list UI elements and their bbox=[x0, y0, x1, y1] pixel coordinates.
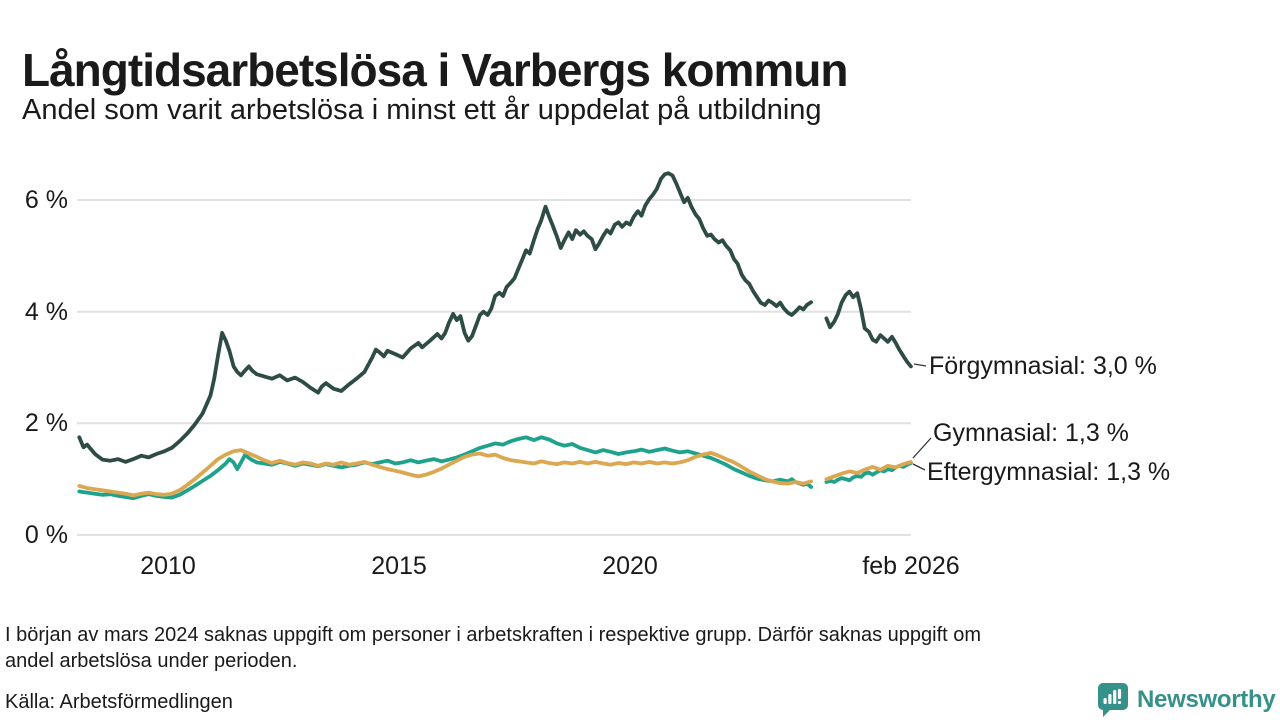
x-axis-tick-2020: 2020 bbox=[602, 552, 658, 580]
label-connector bbox=[912, 437, 932, 459]
footnote-line-2: andel arbetslösa under perioden. bbox=[5, 650, 298, 672]
x-axis-tick-2010: 2010 bbox=[140, 552, 196, 580]
series-line-0 bbox=[824, 289, 913, 369]
y-axis-tick-0: 0 % bbox=[24, 521, 68, 549]
series-line-2 bbox=[824, 459, 913, 482]
series-line-2 bbox=[77, 448, 813, 498]
x-axis-tick-2015: 2015 bbox=[371, 552, 427, 580]
y-axis-tick-6: 6 % bbox=[24, 186, 68, 214]
series-end-label-eftergymnasial: Eftergymnasial: 1,3 % bbox=[927, 458, 1171, 486]
series-end-label-forgymnasial: Förgymnasial: 3,0 % bbox=[929, 352, 1157, 380]
x-axis-tick-feb-2026: feb 2026 bbox=[862, 552, 960, 580]
label-connector bbox=[913, 363, 927, 367]
series-line-1 bbox=[824, 461, 913, 484]
newsworthy-logo: Newsworthy bbox=[1097, 682, 1276, 718]
footnote-line-1: I början av mars 2024 saknas uppgift om … bbox=[5, 624, 982, 646]
source-text: Källa: Arbetsförmedlingen bbox=[5, 691, 233, 713]
chart-title: Långtidsarbetslösa i Varbergs kommun bbox=[22, 43, 848, 96]
y-axis-tick-4: 4 % bbox=[24, 298, 68, 326]
chart-footnote: I början av mars 2024 saknas uppgift om … bbox=[5, 622, 1250, 674]
chart-subtitle: Andel som varit arbetslösa i minst ett å… bbox=[22, 94, 822, 126]
series-line-1 bbox=[77, 435, 813, 501]
series-end-label-gymnasial: Gymnasial: 1,3 % bbox=[933, 419, 1129, 447]
series-line-0 bbox=[77, 171, 813, 464]
y-axis-tick-2: 2 % bbox=[24, 409, 68, 437]
label-connector bbox=[912, 463, 926, 471]
newsworthy-speech-bubble-bar-chart-icon bbox=[1098, 683, 1128, 717]
newsworthy-wordmark: Newsworthy bbox=[1137, 686, 1276, 713]
